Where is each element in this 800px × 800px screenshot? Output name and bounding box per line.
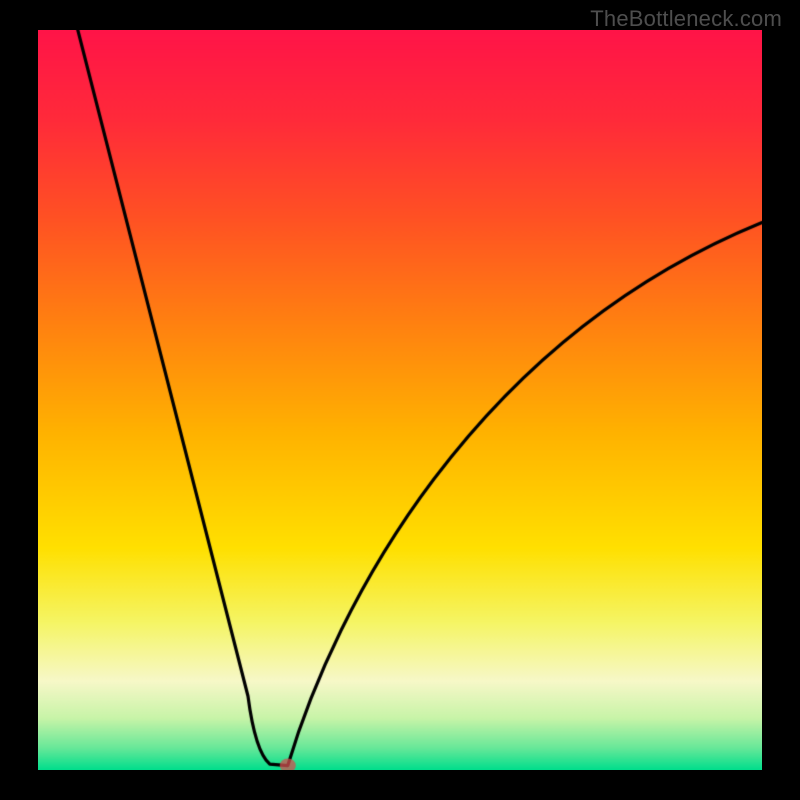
chart-frame: TheBottleneck.com <box>0 0 800 800</box>
bottleneck-curve-plot <box>38 30 762 770</box>
watermark-text: TheBottleneck.com <box>590 6 782 32</box>
